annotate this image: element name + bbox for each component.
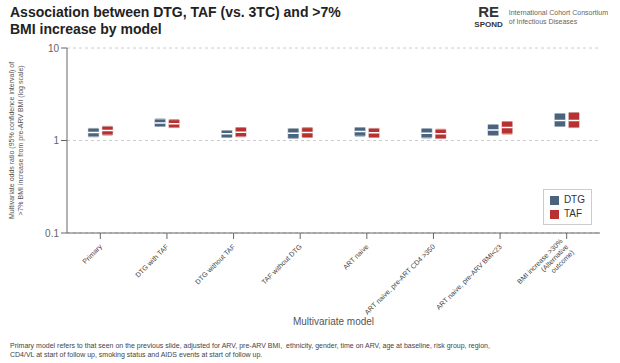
svg-text:Primary: Primary: [81, 243, 104, 266]
html-text:BMI increase by model: BMI increase by model: [10, 21, 162, 37]
svg-text:10: 10: [48, 43, 60, 54]
svg-text:ART naive, pre-ART CD4 >350: ART naive, pre-ART CD4 >350: [363, 243, 437, 317]
html-text:TAF: TAF: [563, 208, 582, 219]
svg-text:Multivariate model: Multivariate model: [293, 316, 374, 327]
svg-text:TAF without DTG: TAF without DTG: [260, 243, 303, 286]
html-text:DTG: DTG: [563, 194, 585, 205]
html-text:International Cohort Consortiu: International Cohort Consortium: [508, 8, 608, 16]
svg-text:DTG with TAF: DTG with TAF: [134, 243, 170, 279]
html-text:SPOND: SPOND: [474, 19, 503, 29]
html-text:of Infectious Diseases: of Infectious Diseases: [508, 17, 578, 25]
html-text:RE: RE: [478, 3, 499, 20]
svg-text:ART naive, pre-ARV BMI<23: ART naive, pre-ARV BMI<23: [435, 243, 504, 312]
html-text:Association between DTG, TAF (: Association between DTG, TAF (vs. 3TC) a…: [10, 4, 341, 20]
svg-text:0.1: 0.1: [45, 228, 59, 239]
svg-text:Multivariate odds ratio (95% c: Multivariate odds ratio (95% confidence …: [8, 62, 25, 219]
svg-text:DTG without TAF: DTG without TAF: [194, 243, 237, 286]
html-text:Primary model refers to that s: Primary model refers to that seen on the…: [10, 342, 490, 358]
svg-text:1: 1: [53, 135, 59, 146]
svg-text:ART naive: ART naive: [342, 243, 370, 271]
svg-text:BMI increase >30%(Alternativeo: BMI increase >30%(Alternativeoutcome): [516, 237, 576, 297]
